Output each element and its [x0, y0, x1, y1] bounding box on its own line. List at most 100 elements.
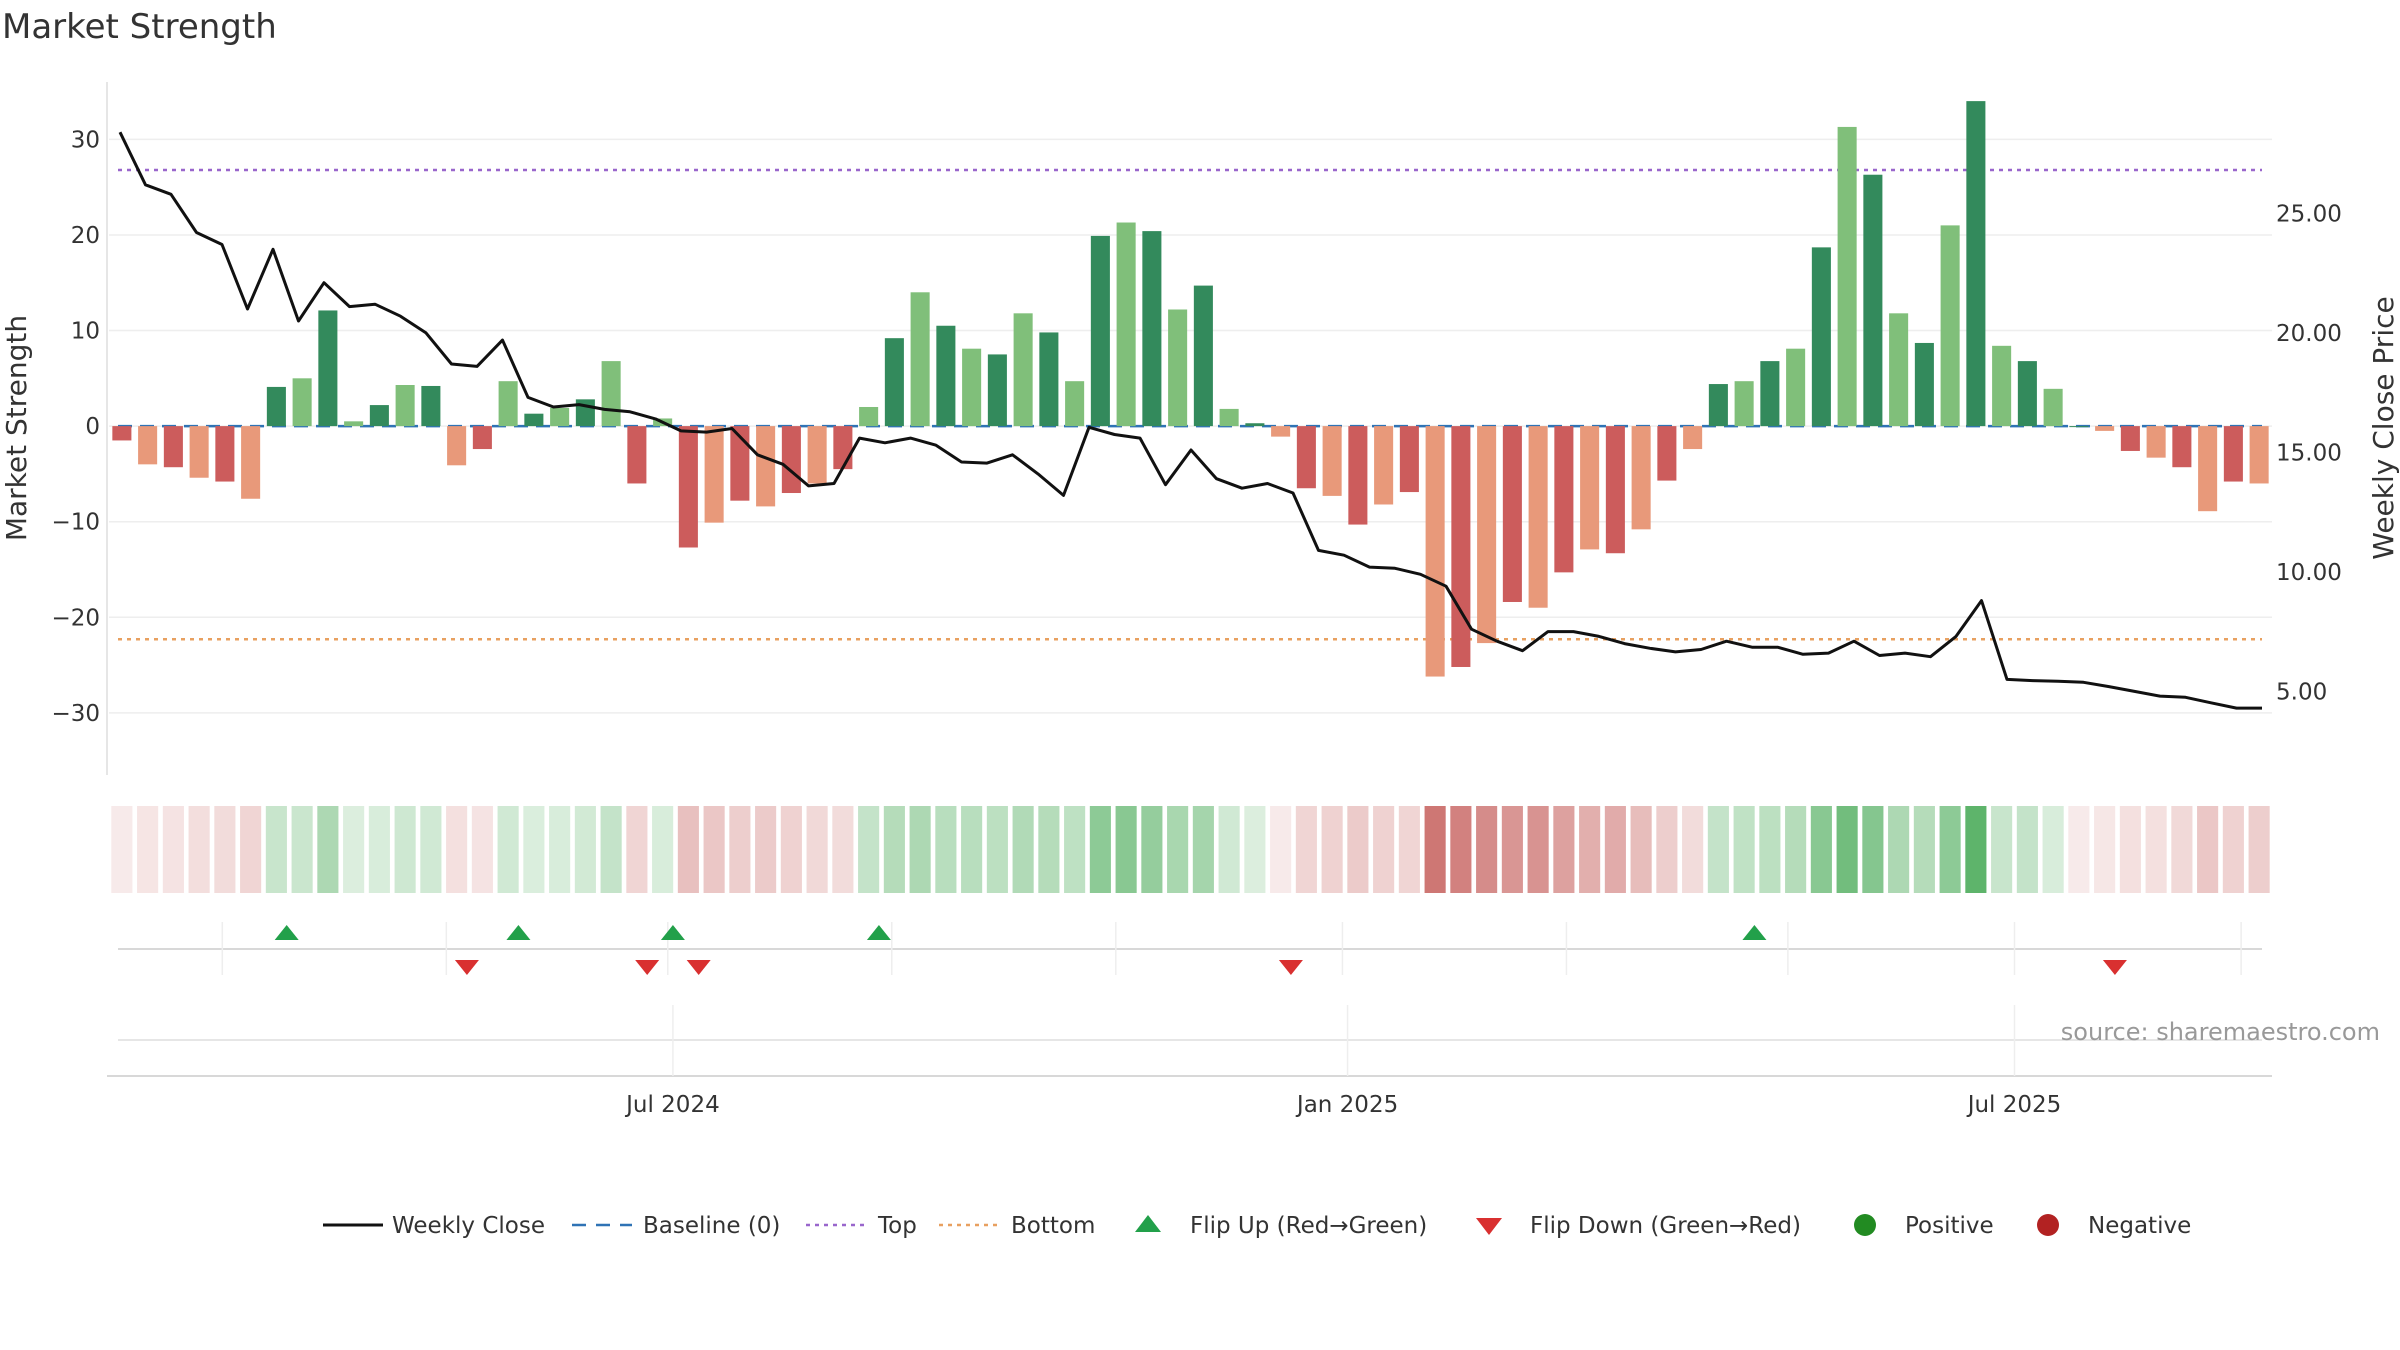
strip-cell — [1244, 806, 1266, 893]
strength-bar — [1657, 426, 1677, 481]
strength-bar — [1168, 309, 1188, 427]
strength-bar — [524, 413, 544, 427]
strip-cell — [600, 806, 622, 893]
right-axis-ticks: 25.00 20.00 15.00 10.00 5.00 — [2276, 201, 2342, 705]
strip-cell — [1656, 806, 1678, 893]
strip-cell — [1218, 806, 1240, 893]
strength-bar — [1502, 426, 1522, 602]
strip-cell — [1012, 806, 1034, 893]
flip-down-marker — [686, 960, 711, 975]
strength-bar — [1399, 426, 1419, 493]
strip-cell — [446, 806, 468, 893]
strength-bar — [1889, 313, 1909, 427]
x-tick-label: Jul 2025 — [1966, 1092, 2062, 1118]
strength-bar — [1065, 381, 1085, 427]
strength-bar — [704, 426, 724, 523]
strength-bar — [344, 421, 364, 427]
strength-bar — [1271, 426, 1291, 437]
legend-swatch-flip-up — [1135, 1215, 1161, 1232]
strip-cell — [1295, 806, 1317, 893]
strength-bar — [318, 310, 338, 427]
right-tick-label: 15.00 — [2276, 440, 2342, 466]
strip-cell — [343, 806, 365, 893]
strength-bar — [215, 426, 235, 482]
strip-cell — [549, 806, 571, 893]
strip-cell — [1579, 806, 1601, 893]
right-tick-label: 10.00 — [2276, 560, 2342, 586]
strip-cell — [1733, 806, 1755, 893]
strip-cell — [471, 806, 493, 893]
strength-bar — [1992, 345, 2012, 427]
strip-cell — [883, 806, 905, 893]
strength-bar — [292, 378, 312, 427]
strip-cell — [497, 806, 519, 893]
strength-bar — [189, 426, 209, 478]
strength-bar — [2120, 426, 2140, 451]
strength-bar — [1580, 426, 1600, 550]
strength-bar — [1683, 426, 1703, 450]
strength-bar — [1786, 348, 1806, 427]
strip-cell — [1630, 806, 1652, 893]
strength-bar — [833, 426, 853, 470]
strength-bar — [1605, 426, 1625, 554]
legend-label: Flip Up (Red→Green) — [1190, 1213, 1427, 1239]
strength-bar — [1554, 426, 1574, 573]
strip-cell — [2145, 806, 2167, 893]
strip-cell — [1501, 806, 1523, 893]
strip-cell — [806, 806, 828, 893]
strip-cell — [1167, 806, 1189, 893]
strip-cell — [858, 806, 880, 893]
strength-bar — [2172, 426, 2192, 468]
legend-label: Positive — [1905, 1213, 1994, 1239]
weekly-close-layer — [118, 131, 2262, 710]
strength-bar — [447, 426, 467, 466]
strength-bar — [266, 386, 286, 427]
strength-bar — [498, 381, 518, 427]
strip-cell — [214, 806, 236, 893]
legend-swatch-flip-down — [1476, 1218, 1502, 1235]
right-tick-label: 25.00 — [2276, 201, 2342, 227]
legend-swatch-positive — [1854, 1214, 1876, 1236]
strength-heat-strip — [111, 806, 2270, 893]
strip-cell — [265, 806, 287, 893]
strength-bar — [163, 426, 183, 468]
strength-bar — [1013, 313, 1033, 427]
strip-cell — [2119, 806, 2141, 893]
strength-bar — [2043, 388, 2063, 427]
right-tick-label: 20.00 — [2276, 321, 2342, 347]
legend-swatch-negative — [2037, 1214, 2059, 1236]
flip-down-marker — [2102, 960, 2127, 975]
strip-cell — [677, 806, 699, 893]
legend-label: Weekly Close — [392, 1213, 545, 1239]
strip-cell — [368, 806, 390, 893]
flip-up-marker — [660, 925, 685, 940]
strength-bar — [730, 426, 750, 501]
strip-cell — [1321, 806, 1343, 893]
flip-up-marker — [274, 925, 299, 940]
strip-cell — [240, 806, 262, 893]
strip-cell — [780, 806, 802, 893]
strength-bar — [2249, 426, 2269, 484]
strip-cell — [2171, 806, 2193, 893]
strength-bar — [962, 348, 982, 427]
strip-cell — [1064, 806, 1086, 893]
strength-bar — [859, 406, 879, 427]
strip-cell — [1089, 806, 1111, 893]
strip-cell — [1836, 806, 1858, 893]
strip-cell — [2248, 806, 2270, 893]
strip-cell — [1759, 806, 1781, 893]
strength-bar — [2146, 426, 2166, 458]
strength-bar — [1760, 361, 1780, 427]
strip-cell — [1888, 806, 1910, 893]
strip-cell — [188, 806, 210, 893]
strip-cell — [1604, 806, 1626, 893]
strength-bar — [369, 405, 389, 427]
strip-cell — [755, 806, 777, 893]
strip-cell — [111, 806, 133, 893]
strength-bar — [1322, 426, 1342, 496]
strength-bar — [1039, 332, 1059, 427]
left-tick-label: −20 — [51, 605, 100, 631]
strip-cell — [394, 806, 416, 893]
strength-bar — [1940, 225, 1960, 427]
